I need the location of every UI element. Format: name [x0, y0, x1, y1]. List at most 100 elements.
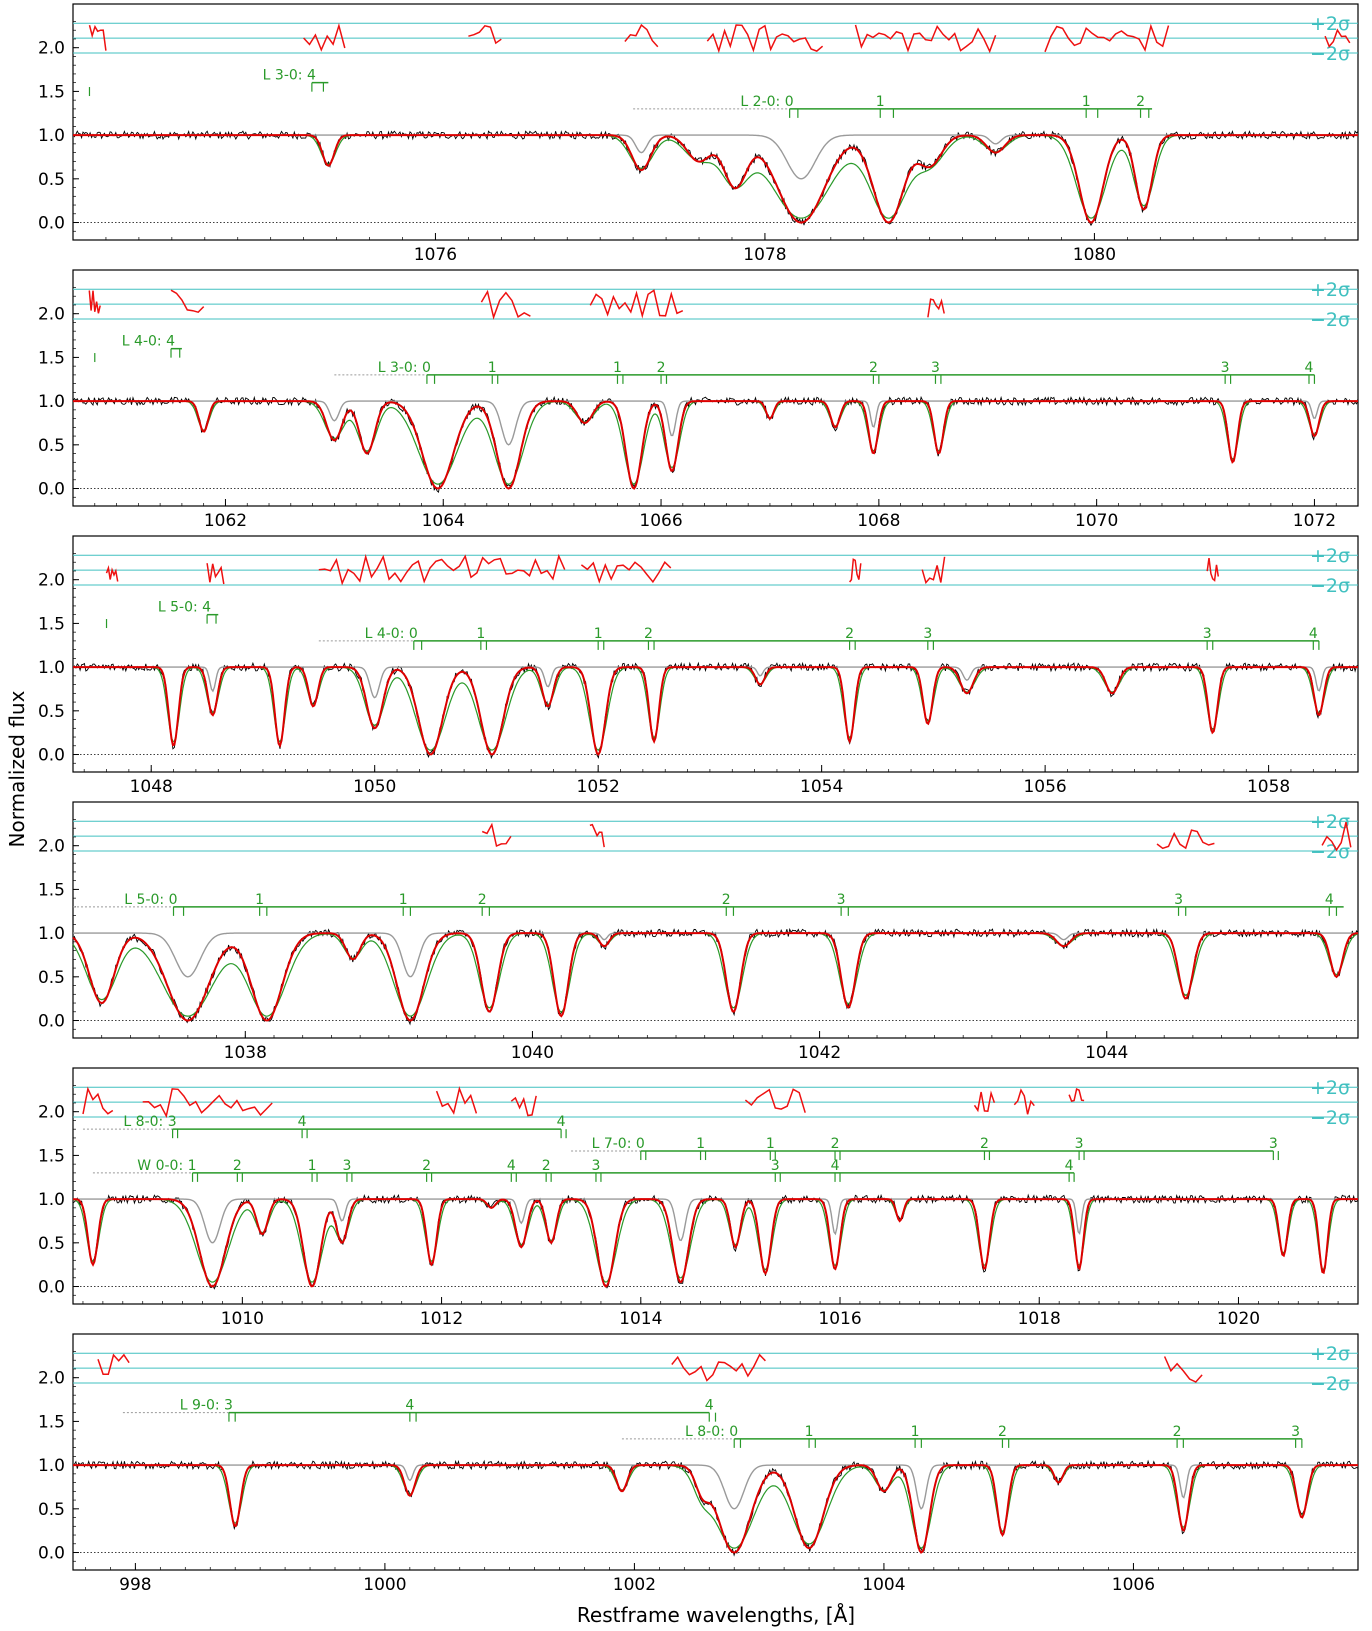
- x-tick-label: 1000: [363, 1575, 406, 1595]
- line-marker-label: 3: [342, 1158, 351, 1174]
- x-tick-label: 1020: [1217, 1309, 1260, 1329]
- residual-segment: [510, 1095, 537, 1117]
- line-marker-label: 1: [911, 1424, 920, 1440]
- line-marker-label: 3: [931, 360, 940, 376]
- residual-segment: [468, 24, 502, 45]
- x-tick-label: 1016: [818, 1309, 861, 1329]
- residual-segment: [1163, 1356, 1203, 1383]
- line-marker-label: 3: [1291, 1424, 1300, 1440]
- y-tick-label: 2.0: [38, 837, 65, 857]
- y-tick-label: 1.0: [38, 1190, 65, 1210]
- y-tick-label: 1.0: [38, 1456, 65, 1476]
- line-marker-label: 4: [1309, 626, 1318, 642]
- residual-segment: [88, 290, 101, 314]
- line-marker-label: 2: [422, 1158, 431, 1174]
- y-tick-label: 0.5: [38, 968, 65, 988]
- line-marker-label: 2: [998, 1424, 1007, 1440]
- line-system-label: L 4-0: 0: [365, 626, 418, 642]
- panel-2: +2σ −2σ 0.0 0.5 1.0 1.5 2.0 1062 1064 1066 1068 107…: [38, 269, 1359, 531]
- line-marker-label: 2: [869, 360, 878, 376]
- data-spectrum: [72, 1459, 1359, 1557]
- line-marker-label: 2: [644, 626, 653, 642]
- residual-segment: [105, 565, 119, 582]
- panel-4: +2σ −2σ 0.0 0.5 1.0 1.5 2.0 1038 1040 1042 1044 1 1 2…: [38, 801, 1359, 1063]
- x-tick-label: 1072: [1293, 511, 1336, 531]
- y-tick-label: 2.0: [38, 1369, 65, 1389]
- residual-segment: [706, 24, 824, 54]
- line-marker-label: 1: [613, 360, 622, 376]
- residual-segment: [671, 1353, 766, 1382]
- plot-frame: [72, 269, 1359, 507]
- residual-segment: [1044, 23, 1170, 53]
- residual-segment: [589, 289, 684, 319]
- line-marker-label: 3: [1174, 892, 1183, 908]
- y-tick-label: 0.5: [38, 436, 65, 456]
- x-tick-label: 1080: [1073, 245, 1116, 265]
- plot-frame: [72, 3, 1359, 241]
- line-marker-label: 2: [1136, 94, 1145, 110]
- sigma-minus-label: −2σ: [1310, 841, 1350, 863]
- line-marker-label: 1: [476, 626, 485, 642]
- line-marker-label: 4: [507, 1158, 516, 1174]
- h2-model-line: [73, 400, 1358, 485]
- x-tick-label: 1042: [798, 1043, 841, 1063]
- x-tick-label: 1018: [1018, 1309, 1061, 1329]
- line-marker-label: 4: [1325, 892, 1334, 908]
- residual-segment: [973, 1090, 996, 1113]
- y-tick-label: 0.5: [38, 170, 65, 190]
- plot-frame: [72, 535, 1359, 773]
- x-tick-label: 1078: [743, 245, 786, 265]
- sigma-minus-label: −2σ: [1310, 1373, 1350, 1395]
- data-spectrum: [72, 130, 1359, 227]
- y-tick-label: 2.0: [38, 571, 65, 591]
- h2-model-line: [72, 932, 1359, 1017]
- y-tick-label: 1.0: [38, 392, 65, 412]
- line-system-label: L 7-0: 0: [592, 1136, 645, 1152]
- residual-segment: [480, 289, 531, 320]
- y-tick-label: 0.0: [38, 746, 65, 766]
- x-tick-label: 1050: [353, 777, 396, 797]
- line-marker-label: 3: [771, 1158, 780, 1174]
- x-axis-label: Restframe wavelengths, [Å]: [577, 1603, 855, 1627]
- y-tick-label: 2.0: [38, 39, 65, 59]
- residual-segment: [1068, 1088, 1085, 1102]
- residual-segment: [1321, 822, 1352, 852]
- line-marker-label: 3: [1075, 1136, 1084, 1152]
- other-model-line: [73, 1464, 1358, 1510]
- line-marker-label: 2: [980, 1136, 989, 1152]
- y-tick-label: 0.0: [38, 480, 65, 500]
- line-marker-label: 4: [1065, 1158, 1074, 1174]
- x-tick-label: 1052: [577, 777, 620, 797]
- x-tick-label: 1076: [414, 245, 457, 265]
- x-tick-label: 1002: [613, 1575, 656, 1595]
- sigma-plus-label: +2σ: [1310, 1077, 1350, 1099]
- line-marker-label: 4: [405, 1398, 414, 1414]
- y-tick-label: 2.0: [38, 1103, 65, 1123]
- x-tick-label: 1064: [422, 511, 465, 531]
- sigma-plus-label: +2σ: [1310, 1343, 1350, 1365]
- residual-segment: [97, 1353, 130, 1376]
- line-system-label: W 0-0: 1: [137, 1158, 196, 1174]
- residual-segment: [624, 23, 659, 48]
- line-marker-label: 1: [308, 1158, 317, 1174]
- y-tick-label: 0.5: [38, 1500, 65, 1520]
- x-tick-label: 1012: [420, 1309, 463, 1329]
- line-marker-label: 1: [594, 626, 603, 642]
- line-marker-label: 1: [1082, 94, 1091, 110]
- line-marker-label: 3: [837, 892, 846, 908]
- panel-1: +2σ −2σ 0.0 0.5 1.0 1.5 2.0 1076 1078 1080 1 1 2 L 2-…: [38, 3, 1359, 265]
- residual-segment: [142, 1088, 273, 1119]
- plot-frame: [72, 1333, 1359, 1571]
- residual-segment: [744, 1088, 806, 1113]
- line-marker-label: 4: [557, 1114, 566, 1130]
- data-spectrum: [72, 1193, 1359, 1290]
- line-system-label: L 3-0: 4: [263, 68, 316, 84]
- x-tick-label: 1044: [1085, 1043, 1128, 1063]
- line-marker-label: 3: [1203, 626, 1212, 642]
- line-marker-label: 2: [478, 892, 487, 908]
- x-tick-label: 998: [119, 1575, 151, 1595]
- sigma-minus-label: −2σ: [1310, 1107, 1350, 1129]
- y-tick-label: 0.0: [38, 1544, 65, 1564]
- other-model-line: [73, 400, 1358, 446]
- sigma-minus-label: −2σ: [1310, 43, 1350, 65]
